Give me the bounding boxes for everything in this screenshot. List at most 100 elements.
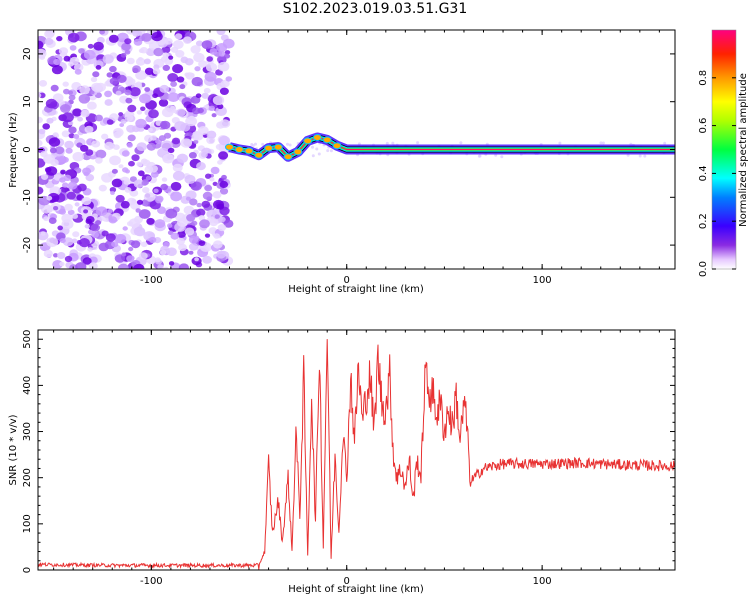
noise-speckle <box>147 127 153 132</box>
noise-speckle <box>83 49 96 60</box>
noise-speckle <box>160 140 173 151</box>
noise-speckle <box>111 178 123 188</box>
noise-speckle <box>222 38 235 49</box>
bottom-ytick-label: 100 <box>22 514 33 533</box>
noise-speckle <box>125 97 133 104</box>
noise-speckle <box>49 147 57 154</box>
noise-speckle <box>176 153 188 163</box>
noise-speckle <box>174 33 183 40</box>
noise-speckle <box>311 145 314 149</box>
noise-speckle <box>90 223 101 232</box>
noise-speckle <box>216 30 226 36</box>
ridge-peak <box>273 143 283 151</box>
noise-speckle <box>167 147 175 154</box>
noise-speckle <box>144 67 154 76</box>
top-ytick-label: 20 <box>22 48 33 61</box>
noise-speckle <box>155 197 163 204</box>
noise-speckle <box>188 115 195 121</box>
noise-speckle <box>180 56 189 64</box>
noise-speckle <box>159 84 170 93</box>
noise-speckle <box>159 249 167 256</box>
noise-speckle <box>204 233 211 238</box>
noise-speckle <box>176 76 185 83</box>
noise-speckle <box>115 90 122 96</box>
noise-speckle <box>59 238 66 244</box>
noise-speckle <box>71 238 78 244</box>
noise-speckle <box>45 98 58 109</box>
ridge-peak <box>283 153 293 161</box>
noise-speckle <box>179 84 186 90</box>
noise-speckle <box>80 144 89 152</box>
noise-speckle <box>48 137 61 147</box>
noise-speckle <box>42 123 50 130</box>
colorbar-tick-label: 0.2 <box>698 213 709 229</box>
noise-speckle <box>142 187 150 194</box>
noise-speckle <box>133 38 143 46</box>
noise-speckle <box>209 48 218 55</box>
noise-speckle <box>38 80 48 87</box>
noise-speckle <box>201 40 213 50</box>
ridge-peak <box>244 147 254 155</box>
noise-speckle <box>139 252 148 260</box>
noise-speckle <box>67 181 78 190</box>
noise-speckle <box>160 120 171 130</box>
noise-speckle <box>94 114 103 122</box>
noise-speckle <box>124 38 132 45</box>
noise-speckle <box>459 141 463 145</box>
ridge-peak <box>312 134 322 141</box>
noise-speckle <box>216 250 226 259</box>
noise-speckle <box>77 183 87 192</box>
noise-speckle <box>188 250 194 255</box>
noise-speckle <box>224 50 231 55</box>
snr-line <box>38 339 675 570</box>
noise-speckle <box>78 48 85 54</box>
noise-speckle <box>219 119 231 128</box>
noise-speckle <box>286 142 289 146</box>
noise-speckle <box>111 241 119 248</box>
noise-speckle <box>50 159 59 166</box>
noise-speckle <box>135 70 148 80</box>
noise-speckle <box>38 116 43 124</box>
noise-speckle <box>195 40 204 47</box>
noise-speckle <box>127 78 136 85</box>
noise-speckle <box>211 113 217 118</box>
noise-speckle <box>196 208 206 217</box>
noise-speckle <box>189 198 198 206</box>
noise-speckle <box>194 66 201 72</box>
noise-speckle <box>122 226 128 231</box>
noise-speckle <box>73 134 80 139</box>
noise-speckle <box>64 140 74 149</box>
noise-speckle <box>124 89 132 96</box>
noise-speckle <box>416 141 420 145</box>
noise-speckle <box>38 186 44 195</box>
noise-speckle <box>132 30 141 37</box>
noise-speckle <box>153 64 160 70</box>
noise-speckle <box>150 135 157 141</box>
noise-speckle <box>66 191 77 200</box>
noise-speckle <box>92 213 98 219</box>
noise-speckle <box>117 263 130 269</box>
noise-speckle <box>123 179 130 185</box>
noise-speckle <box>72 151 84 162</box>
noise-speckle <box>141 180 148 186</box>
noise-speckle <box>101 230 109 237</box>
noise-speckle <box>217 103 224 110</box>
top-xtick-label: -100 <box>140 275 163 286</box>
noise-speckle <box>72 108 82 117</box>
noise-speckle <box>212 95 225 106</box>
noise-speckle <box>184 72 190 77</box>
noise-speckle <box>195 93 202 98</box>
noise-speckle <box>87 43 94 49</box>
noise-speckle <box>154 257 161 263</box>
noise-speckle <box>92 71 100 78</box>
noise-speckle <box>136 199 144 205</box>
ridge-peak <box>293 148 303 156</box>
noise-speckle <box>184 227 195 236</box>
noise-speckle <box>206 209 218 219</box>
colorbar-tick-label: 0.4 <box>698 165 709 181</box>
noise-speckle <box>133 226 146 237</box>
bottom-ylabel: SNR (10 * v/v) <box>8 414 19 485</box>
top-xtick-label: 100 <box>533 275 552 286</box>
noise-speckle <box>213 199 224 210</box>
noise-speckle <box>38 128 46 135</box>
